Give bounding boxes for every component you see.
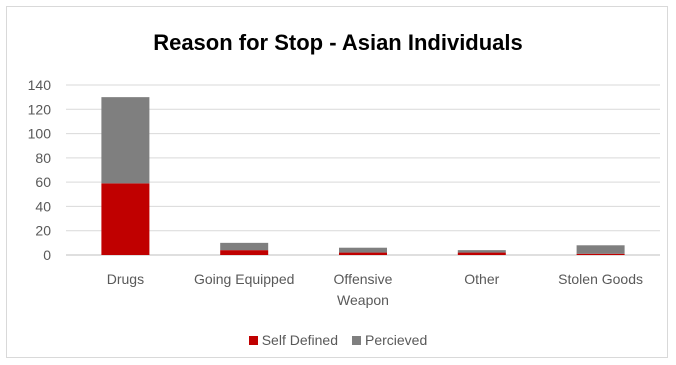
chart-title: Reason for Stop - Asian Individuals	[153, 30, 523, 55]
bar-self-defined-stolen-goods	[576, 253, 625, 255]
x-tick-label: Weapon	[337, 292, 389, 308]
bar-percieved-other	[457, 250, 506, 253]
x-tick-label: Other	[464, 271, 499, 287]
legend-item-self-defined: Self Defined	[248, 332, 338, 348]
bar-percieved-drugs	[101, 97, 150, 184]
x-tick-label: Stolen Goods	[558, 271, 643, 287]
bar-percieved-going-equipped	[220, 242, 269, 251]
y-tick-label: 80	[35, 150, 51, 166]
legend-swatch-percieved	[352, 335, 361, 345]
bar-self-defined-other	[457, 252, 506, 255]
x-tick-label: Offensive	[334, 271, 393, 287]
bar-self-defined-offensive-weapon	[339, 252, 387, 255]
y-tick-label: 0	[43, 247, 51, 263]
legend-label-self-defined: Self Defined	[261, 332, 338, 348]
y-tick-label: 60	[35, 174, 51, 190]
y-tick-label: 100	[28, 126, 52, 142]
y-tick-label: 120	[28, 101, 52, 117]
bar-percieved-stolen-goods	[576, 245, 625, 254]
bar-self-defined-going-equipped	[220, 250, 269, 255]
legend: Self Defined Percieved	[0, 332, 676, 348]
x-tick-label: Going Equipped	[194, 271, 294, 287]
y-tick-label: 40	[35, 198, 51, 214]
legend-label-percieved: Percieved	[365, 332, 428, 348]
legend-item-percieved: Percieved	[352, 332, 427, 348]
bar-percieved-offensive-weapon	[339, 247, 387, 253]
legend-swatch-self-defined	[248, 335, 258, 345]
x-tick-label: Drugs	[107, 271, 144, 287]
y-tick-label: 140	[28, 77, 52, 93]
y-tick-label: 20	[35, 223, 51, 239]
bar-self-defined-drugs	[101, 183, 150, 255]
